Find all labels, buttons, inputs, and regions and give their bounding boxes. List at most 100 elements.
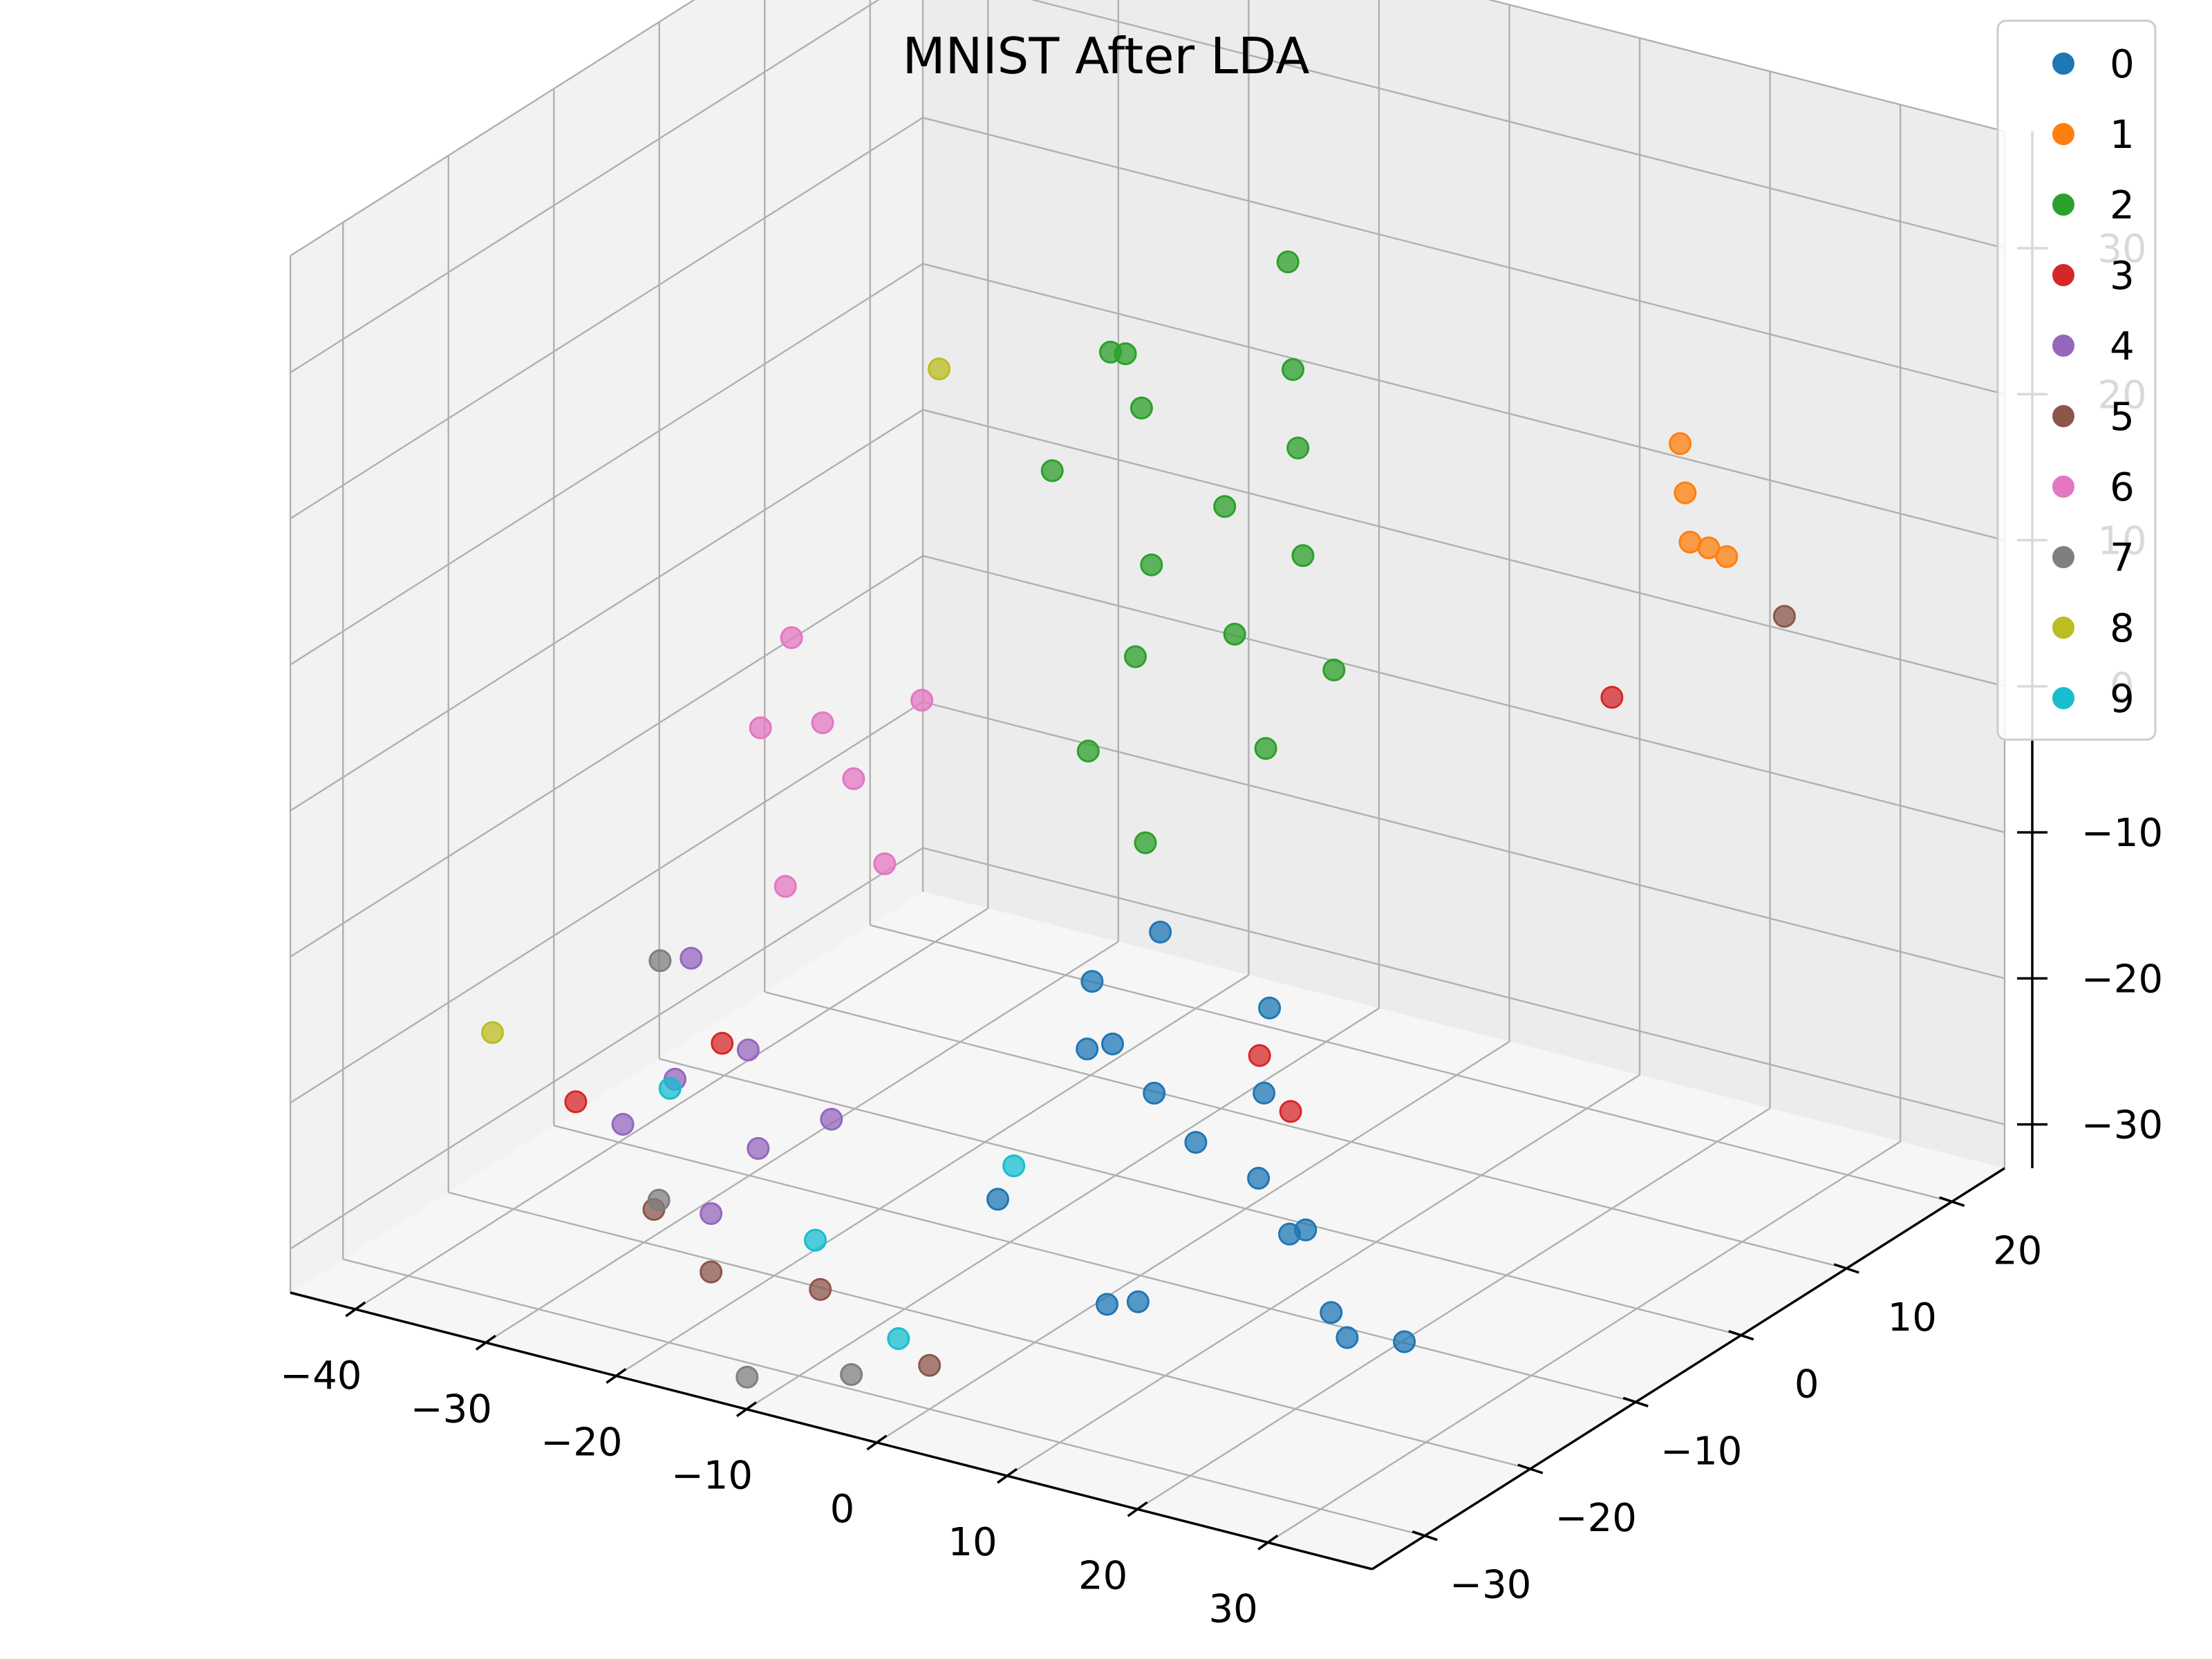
point-class-8	[481, 1021, 504, 1044]
point-class-9	[804, 1228, 827, 1252]
x-tick	[606, 1368, 627, 1384]
legend-label-0: 0	[2110, 42, 2135, 87]
floor-pane	[290, 892, 2005, 1569]
chart-title: MNIST After LDA	[902, 27, 1309, 85]
tick-label: −30	[1450, 1563, 1531, 1608]
point-class-6	[910, 688, 934, 712]
point-class-1	[1674, 481, 1697, 505]
legend-label-8: 8	[2110, 606, 2135, 651]
point-class-2	[1076, 740, 1100, 762]
gridline	[290, 555, 924, 958]
legend-label-4: 4	[2110, 324, 2135, 369]
point-class-7	[735, 1365, 759, 1389]
gridline	[922, 554, 2005, 834]
legend: 0 1 2 3 4 5 6 7 8 9	[1996, 19, 2157, 741]
point-class-9	[1002, 1154, 1026, 1178]
point-class-4	[820, 1107, 843, 1131]
point-class-0	[1320, 1301, 1343, 1324]
legend-label-6: 6	[2110, 465, 2135, 510]
legend-marker-7	[2052, 546, 2074, 568]
legend-marker-4	[2052, 335, 2074, 357]
point-class-0	[1149, 920, 1172, 944]
x-tick	[1257, 1535, 1279, 1550]
y-tick	[1939, 1196, 1965, 1207]
point-class-1	[1697, 536, 1721, 560]
point-class-3	[1279, 1100, 1302, 1123]
legend-label-7: 7	[2110, 536, 2135, 581]
point-class-5	[918, 1353, 941, 1377]
point-class-1	[1669, 432, 1692, 456]
point-class-0	[1076, 1038, 1099, 1060]
point-class-6	[873, 852, 897, 876]
x-tick	[997, 1468, 1018, 1484]
gridline	[342, 1258, 1425, 1537]
x-tick	[475, 1334, 496, 1351]
gridline	[922, 117, 2005, 395]
point-class-4	[700, 1202, 723, 1226]
point-class-0	[1335, 1326, 1359, 1349]
tick-label: −30	[411, 1387, 492, 1432]
y-tick	[1728, 1330, 1754, 1341]
tick-label: 30	[1209, 1586, 1258, 1631]
point-class-0	[1101, 1032, 1124, 1056]
point-class-2	[1040, 459, 1064, 482]
x-tick	[735, 1401, 757, 1418]
legend-marker-5	[2052, 405, 2074, 427]
tick-label: −40	[280, 1353, 362, 1398]
pane-edge	[290, 0, 695, 257]
tick-label: 0	[830, 1487, 855, 1532]
point-class-0	[1143, 1081, 1166, 1105]
gridline	[290, 701, 924, 1104]
point-class-8	[928, 357, 951, 381]
gridline	[876, 1040, 1510, 1443]
point-class-0	[1393, 1330, 1416, 1353]
legend-marker-0	[2052, 53, 2074, 75]
tick-label: −10	[1660, 1429, 1742, 1474]
point-class-3	[1248, 1044, 1271, 1067]
legend-marker-2	[2052, 194, 2074, 216]
point-class-5	[809, 1277, 832, 1301]
point-class-0	[1247, 1167, 1271, 1190]
legend-label-9: 9	[2110, 677, 2135, 722]
x-tick	[866, 1434, 888, 1451]
point-class-6	[780, 626, 803, 649]
y-axis-line	[1371, 1167, 2005, 1571]
gridline	[1006, 1074, 1640, 1477]
point-class-0	[1096, 1293, 1118, 1316]
point-class-0	[986, 1188, 1009, 1211]
legend-marker-6	[2052, 476, 2074, 498]
legend-marker-8	[2052, 617, 2074, 639]
gridline	[922, 263, 2005, 541]
point-class-2	[1213, 495, 1237, 518]
point-class-0	[1258, 996, 1282, 1020]
point-class-6	[749, 716, 772, 740]
x-axis-line	[290, 1291, 1373, 1571]
point-class-2	[1322, 658, 1346, 682]
point-class-2	[1276, 250, 1300, 274]
y-tick	[1622, 1396, 1649, 1407]
tick-label: 0	[1794, 1362, 1819, 1407]
legend-label-2: 2	[2110, 183, 2135, 228]
tick-label: 10	[1888, 1295, 1937, 1340]
gridline	[615, 974, 1250, 1377]
point-class-2	[1130, 396, 1153, 420]
point-class-9	[887, 1327, 910, 1350]
legend-box	[1996, 19, 2157, 741]
tick-label: 20	[1078, 1553, 1127, 1598]
point-class-0	[1294, 1218, 1318, 1241]
gridline	[922, 701, 2005, 980]
point-class-2	[1134, 831, 1157, 854]
gridline	[485, 941, 1119, 1344]
gridline	[290, 117, 924, 520]
point-class-2	[1223, 622, 1246, 646]
point-class-2	[1286, 436, 1310, 460]
tick-label: −20	[1555, 1496, 1637, 1541]
point-class-6	[774, 874, 797, 898]
gridline	[290, 263, 924, 666]
point-class-5	[700, 1260, 723, 1284]
point-class-6	[811, 711, 834, 735]
tick-label: −20	[2081, 957, 2163, 1002]
gridline	[746, 1007, 1380, 1410]
y-tick	[1412, 1530, 1438, 1541]
gridline	[870, 924, 1953, 1203]
